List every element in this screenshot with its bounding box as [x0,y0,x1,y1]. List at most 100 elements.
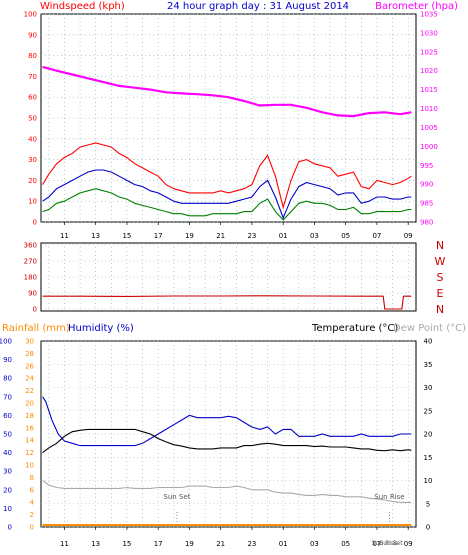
dewpoint-axis-title: Dew Point (°C) [393,323,466,334]
wind-x-tick-label: 15 [122,232,131,240]
compass-tick-label: E [437,287,444,300]
temperature-x-tick-label: 23 [247,540,256,548]
humidity-tick-label: 40 [3,449,12,457]
sun-event-label: Sun Set [163,493,190,501]
temperature-x-tick-label: 13 [91,540,100,548]
rainfall-tick-label: 30 [25,338,34,346]
windspeed-tick-label: 60 [28,94,37,102]
wind-x-tick-label: 01 [279,232,288,240]
windspeed-tick-label: 80 [28,52,37,60]
direction-tick-label: 360 [24,242,37,250]
temperature-axis-title: Temperature (°C) [311,323,398,334]
rainfall-axis-title: Rainfall (mm) [2,323,70,334]
temperature-x-tick-label: 03 [310,540,319,548]
barometer-axis-title: Barometer (hpa) [375,1,458,12]
barometer-tick-label: 995 [420,162,433,170]
compass-tick-label: N [436,303,444,316]
windspeed-tick-label: 30 [28,156,37,164]
humidity-tick-label: 100 [0,338,12,346]
humidity-tick-label: 90 [3,356,12,364]
wind-x-tick-label: 13 [91,232,100,240]
barometer-tick-label: 990 [420,181,433,189]
humidity-tick-label: 30 [3,468,12,476]
temperature-x-tick-label: 07 [372,540,381,548]
temperature-x-tick-label: 09 [404,540,413,548]
temperature-tick-label: 10 [424,477,433,485]
humidity-tick-label: 70 [3,393,12,401]
dewpoint-series-line [42,480,412,503]
temperature-tick-label: 40 [424,338,433,346]
humidity-tick-label: 60 [3,412,12,420]
humidity-tick-label: 20 [3,486,12,494]
rainfall-tick-label: 8 [30,474,34,482]
windspeed-tick-label: 0 [33,219,37,227]
temperature-x-tick-label: 17 [154,540,163,548]
low-series-line [42,188,412,221]
wind-x-tick-label: 17 [154,232,163,240]
rainfall-tick-label: 2 [30,511,34,519]
direction-tick-label: 180 [24,274,37,282]
wind-x-tick-label: 09 [404,232,413,240]
rainfall-tick-label: 24 [25,375,34,383]
direction-tick-label: 0 [33,306,37,314]
windspeed-tick-label: 70 [28,73,37,81]
gust-series-line [42,142,412,210]
barometer-tick-label: 1000 [420,143,438,151]
direction-series-line [42,295,412,310]
tick-layer: 0102030405060708090100980985990995100010… [0,11,446,549]
temperature-tick-label: 35 [424,361,433,369]
temperature-x-tick-label: 19 [185,540,194,548]
barometer-tick-label: 1015 [420,86,438,94]
humidity-series-line [42,396,412,447]
temperature-tick-label: 0 [426,524,430,532]
temperature-x-tick-label: 21 [216,540,225,548]
windspeed-tick-label: 50 [28,115,37,123]
temperature-tick-label: 30 [424,384,433,392]
rainfall-tick-label: 20 [25,400,34,408]
barometer-tick-label: 1010 [420,105,438,113]
sun-event-small-label: Sun Rise [372,540,398,547]
rainfall-tick-label: 16 [25,424,34,432]
rainfall-tick-label: 26 [25,362,34,370]
temperature-tick-label: 20 [424,431,433,439]
rainfall-tick-label: 12 [25,449,34,457]
rainfall-tick-label: 18 [25,412,34,420]
compass-tick-label: S [437,271,444,284]
barometer-tick-label: 985 [420,200,433,208]
wind-x-tick-label: 07 [372,232,381,240]
wind-x-tick-label: 11 [60,232,69,240]
avg-series-line [42,169,412,220]
windspeed-tick-label: 100 [24,11,37,19]
barometer-tick-label: 1030 [420,29,438,37]
sun-event-label: Sun Rise [374,493,404,501]
wind-x-tick-label: 05 [341,232,350,240]
compass-tick-label: W [435,255,446,268]
temperature-tick-label: 25 [424,407,433,415]
temperature-x-tick-label: 11 [60,540,69,548]
humidity-tick-label: 0 [8,524,12,532]
wind-x-tick-label: 21 [216,232,225,240]
barometer-tick-label: 1005 [420,124,438,132]
direction-tick-label: 90 [28,290,37,298]
barometer-tick-label: 1020 [420,67,438,75]
windspeed-tick-label: 90 [28,31,37,39]
windspeed-axis-title: Windspeed (kph) [40,1,125,12]
sun-event-small-label: Sun Set [379,540,403,547]
barometer-tick-label: 1025 [420,48,438,56]
direction-tick-label: 270 [24,258,37,266]
rainfall-tick-label: 0 [30,524,34,532]
compass-tick-label: N [436,239,444,252]
temperature-x-tick-label: 15 [122,540,131,548]
humidity-tick-label: 10 [3,505,12,513]
temperature-tick-label: 15 [424,454,433,462]
chart-title: 24 hour graph day : 31 August 2014 [167,1,349,12]
barometer-tick-label: 1035 [420,11,438,19]
rainfall-tick-label: 4 [30,499,35,507]
series-layer [42,65,412,526]
temperature-series-line [42,428,412,454]
humidity-tick-label: 80 [3,375,12,383]
windspeed-tick-label: 20 [28,177,37,185]
barometer-tick-label: 980 [420,219,433,227]
wind-x-tick-label: 19 [185,232,194,240]
